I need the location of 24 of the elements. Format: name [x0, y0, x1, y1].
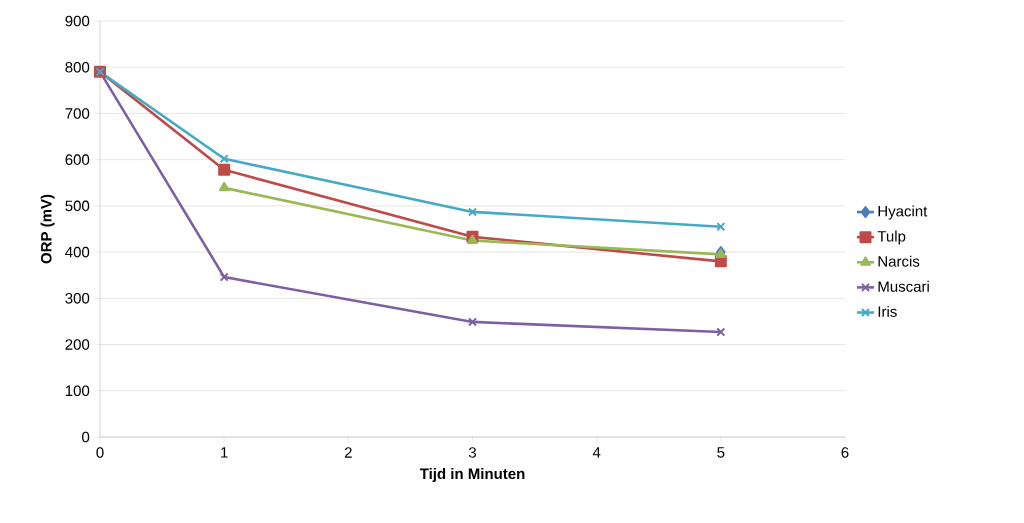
x-tick-label: 6 — [841, 447, 849, 458]
legend-label: Tulp — [877, 230, 906, 245]
x-tick-label: 2 — [344, 447, 352, 458]
x-tick-label: 1 — [221, 447, 228, 458]
y-tick-label: 500 — [65, 200, 90, 212]
y-tick-label: 0 — [82, 431, 90, 443]
legend-label: Hyacint — [878, 205, 928, 220]
y-tick-label: 700 — [65, 108, 90, 119]
x-tick-label: 5 — [717, 447, 725, 458]
legend-label: Muscari — [878, 280, 929, 292]
x-tick-label: 0 — [96, 447, 104, 458]
y-tick-label: 800 — [65, 61, 90, 73]
x-tick-label: 4 — [592, 447, 601, 458]
y-tick-label: 300 — [65, 293, 90, 304]
y-tick-label: 100 — [65, 385, 90, 397]
y-tick-label: 400 — [65, 246, 90, 258]
x-tick-label: 3 — [468, 447, 477, 458]
x-axis-title: Tijd in Minuten — [419, 468, 525, 482]
y-tick-label: 200 — [65, 339, 90, 350]
legend-label: Iris — [878, 305, 897, 317]
y-tick-label: 900 — [65, 15, 90, 27]
legend-label: Narcis — [878, 255, 920, 267]
y-tick-label: 600 — [65, 154, 90, 165]
y-axis-title: ORP (mV) — [40, 194, 55, 264]
